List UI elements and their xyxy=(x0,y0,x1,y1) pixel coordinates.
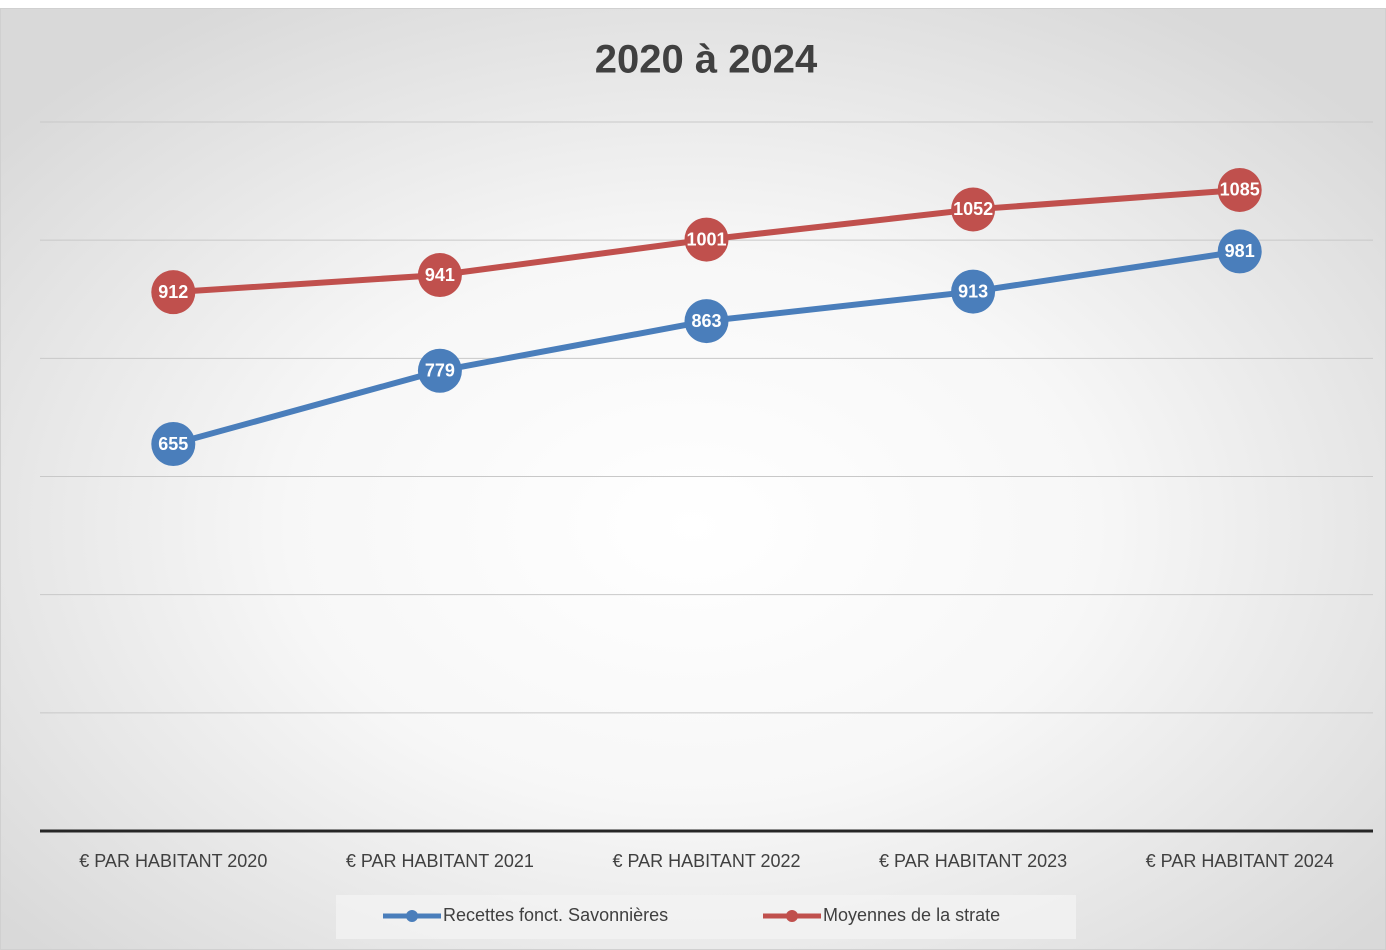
data-label: 1085 xyxy=(1220,180,1260,200)
marker xyxy=(417,348,462,393)
x-tick-label: € PAR HABITANT 2023 xyxy=(879,851,1067,871)
legend-label: Recettes fonct. Savonnières xyxy=(443,905,668,925)
x-tick-label: € PAR HABITANT 2021 xyxy=(346,851,534,871)
data-label: 913 xyxy=(958,281,988,301)
background xyxy=(0,8,1386,950)
data-label: 863 xyxy=(691,311,721,331)
legend-label: Moyennes de la strate xyxy=(823,905,1000,925)
marker xyxy=(951,187,996,232)
data-label: 941 xyxy=(425,265,455,285)
marker xyxy=(1217,167,1262,212)
data-label: 655 xyxy=(158,434,188,454)
x-tick-label: € PAR HABITANT 2022 xyxy=(612,851,800,871)
marker xyxy=(684,299,729,344)
data-label: 912 xyxy=(158,282,188,302)
marker xyxy=(151,422,196,467)
marker xyxy=(1217,229,1262,274)
marker xyxy=(951,269,996,314)
data-label: 1001 xyxy=(686,229,726,249)
legend-box xyxy=(336,895,1076,939)
data-label: 981 xyxy=(1225,241,1255,261)
marker xyxy=(684,217,729,262)
marker xyxy=(417,253,462,298)
chart-title: 2020 à 2024 xyxy=(595,38,818,82)
marker xyxy=(151,270,196,315)
legend-marker xyxy=(406,910,418,922)
x-tick-label: € PAR HABITANT 2024 xyxy=(1146,851,1334,871)
data-label: 779 xyxy=(425,360,455,380)
legend-marker xyxy=(786,910,798,922)
data-label: 1052 xyxy=(953,199,993,219)
x-tick-label: € PAR HABITANT 2020 xyxy=(79,851,267,871)
